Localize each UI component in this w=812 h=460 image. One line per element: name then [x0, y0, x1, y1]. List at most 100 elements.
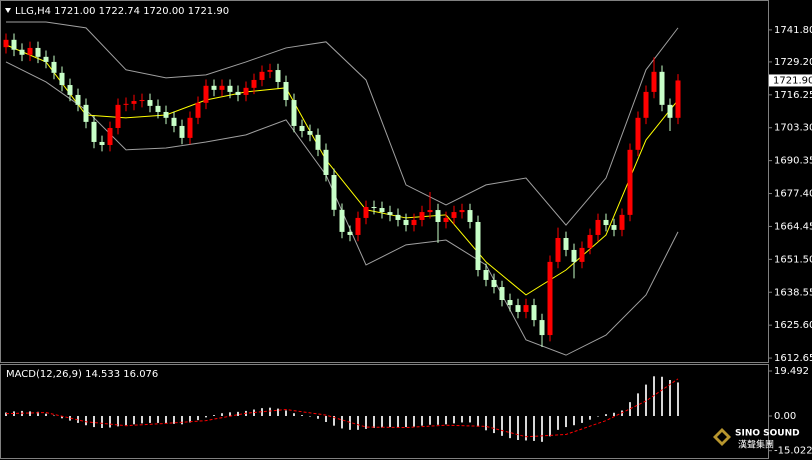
candle-body	[19, 49, 25, 55]
watermark: SINO SOUND 漢聲集團	[713, 428, 800, 451]
candle-body	[667, 104, 673, 118]
macd-bar	[517, 415, 519, 440]
macd-bar	[533, 415, 535, 441]
macd-bar	[437, 415, 439, 425]
candle-body	[467, 210, 473, 222]
candle-body	[3, 39, 9, 48]
macd-bar	[205, 415, 207, 418]
macd-bar	[373, 415, 375, 428]
macd-bar	[317, 415, 319, 419]
candle-body	[195, 102, 201, 118]
candle-body	[395, 214, 401, 220]
current-price-box	[769, 74, 812, 87]
candle-body	[411, 219, 417, 226]
candle-body	[203, 85, 209, 103]
macd-bar	[101, 415, 103, 428]
candle-body	[267, 70, 273, 72]
macd-bar	[477, 415, 479, 427]
macd-bar	[261, 408, 263, 416]
candle-body	[675, 80, 681, 118]
macd-bar	[661, 376, 663, 416]
macd-bar	[653, 376, 655, 416]
menu-arrow[interactable]	[5, 8, 11, 13]
macd-bar	[573, 415, 575, 426]
candle-body	[227, 85, 233, 92]
macd-bar	[461, 415, 463, 423]
macd-bar	[405, 415, 407, 428]
candle-body	[251, 79, 257, 88]
macd-bar	[293, 413, 295, 416]
candle-body	[51, 61, 57, 73]
macd-bar	[581, 415, 583, 423]
candle-body	[419, 212, 425, 220]
y-tick-label: 0.00	[774, 411, 796, 422]
macd-bar	[229, 412, 231, 416]
macd-bar	[285, 410, 287, 416]
candle-body	[75, 94, 81, 105]
macd-bar	[157, 415, 159, 423]
candle-body	[371, 207, 377, 209]
macd-bar	[469, 415, 471, 423]
macd-bar	[165, 415, 167, 424]
macd-bar	[45, 413, 47, 416]
macd-bar	[613, 412, 615, 416]
macd-bar	[365, 415, 367, 429]
candle-body	[35, 47, 41, 57]
macd-bar	[221, 413, 223, 416]
candle-body	[235, 91, 241, 95]
macd-bar	[541, 415, 543, 442]
candle-body	[107, 127, 113, 146]
macd-bar	[333, 415, 335, 426]
candle-body	[587, 234, 593, 248]
macd-bar	[181, 415, 183, 425]
macd-bar	[525, 415, 527, 441]
y-tick-label: 1651.50	[774, 254, 812, 265]
y-tick-label: 1716.25	[774, 90, 812, 101]
candle-body	[387, 212, 393, 215]
y-tick-label: 1703.30	[774, 123, 812, 134]
candle-body	[339, 209, 345, 232]
candle-body	[427, 210, 433, 213]
y-tick-label: 19.492	[774, 366, 809, 377]
candle-body	[275, 70, 281, 82]
candle-body	[67, 85, 73, 95]
candle-body	[507, 300, 513, 306]
macd-bar	[125, 415, 127, 426]
candle-body	[555, 238, 561, 262]
macd-bar	[349, 415, 351, 430]
macd-bar	[325, 415, 327, 422]
candle-body	[83, 104, 89, 122]
candle-body	[155, 105, 161, 112]
candle-body	[515, 305, 521, 312]
candle-body	[531, 305, 537, 321]
macd-bar	[549, 415, 551, 437]
candle-body	[499, 287, 505, 301]
candle-body	[451, 212, 457, 218]
upper-band	[6, 21, 679, 226]
macd-bar	[5, 412, 7, 416]
macd-bar	[397, 415, 399, 428]
candle-body	[171, 117, 177, 126]
y-tick-label: 1664.45	[774, 221, 812, 232]
candle-body	[139, 100, 145, 102]
logo-inner	[717, 432, 727, 442]
macd-bar	[149, 415, 151, 423]
macd-bar	[429, 415, 431, 425]
macd-bar	[189, 415, 191, 423]
candle-body	[291, 100, 297, 126]
candle-body	[435, 210, 441, 222]
macd-bar	[589, 415, 591, 420]
macd-title: MACD(12,26,9) 14.533 16.076	[6, 369, 158, 380]
chart-title: LLG,H4 1721.00 1722.74 1720.00 1721.90	[15, 6, 229, 17]
candle-body	[91, 121, 97, 142]
candle-body	[563, 238, 569, 250]
candle-body	[115, 104, 121, 128]
candle-body	[355, 217, 361, 235]
watermark-subtitle: 漢聲集團	[738, 439, 774, 451]
candle-body	[283, 81, 289, 101]
candle-body	[379, 208, 385, 213]
macd-bar	[173, 415, 175, 424]
macd-bar	[133, 415, 135, 425]
candle-body	[483, 270, 489, 280]
candle-body	[211, 85, 217, 90]
